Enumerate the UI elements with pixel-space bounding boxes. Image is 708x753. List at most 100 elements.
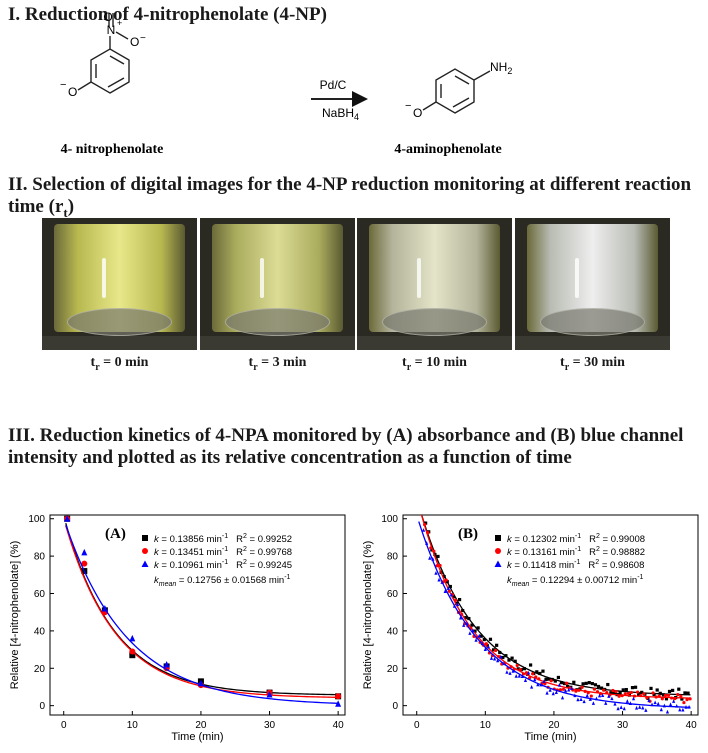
- data-point: [652, 692, 656, 697]
- data-point: [129, 648, 136, 655]
- data-point: [544, 677, 548, 681]
- data-point: [496, 658, 500, 663]
- data-point: [620, 694, 624, 698]
- data-point: [556, 675, 560, 680]
- x-tick-label: 30: [617, 720, 629, 731]
- x-axis-label: Time (min): [171, 731, 223, 743]
- reagent-pdc: Pd/C: [320, 78, 347, 92]
- nitro-minus: −: [140, 33, 146, 44]
- data-point: [631, 696, 636, 701]
- data-point: [505, 670, 509, 674]
- data-point: [479, 634, 483, 638]
- data-point: [335, 693, 342, 700]
- nitro-plus: +: [117, 18, 122, 28]
- data-point: [545, 690, 549, 695]
- data-point: [521, 672, 526, 676]
- data-point: [592, 687, 597, 691]
- plot-area: [418, 515, 692, 714]
- data-point: [494, 648, 498, 653]
- y-axis-label: Relative [4-nitrophenolate] (%): [9, 541, 21, 690]
- data-point: [511, 669, 515, 673]
- legend-marker-0: [495, 535, 501, 541]
- section-2-title: II. Selection of digital images for the …: [8, 174, 692, 220]
- data-point: [497, 654, 501, 659]
- data-point: [606, 682, 610, 687]
- y-tick-label: 80: [387, 552, 399, 563]
- data-point: [570, 686, 574, 691]
- data-point: [574, 689, 578, 693]
- data-point: [672, 699, 676, 703]
- data-point: [455, 602, 460, 607]
- legend-entry-1: k = 0.13161 min-1 R2 = 0.98882: [507, 546, 645, 558]
- y-tick-label: 40: [387, 626, 399, 637]
- data-point: [605, 691, 609, 695]
- reaction-photo-3: [515, 218, 670, 350]
- data-point: [633, 685, 638, 689]
- data-point: [590, 681, 594, 686]
- data-point: [425, 541, 429, 545]
- data-point: [612, 691, 616, 695]
- data-point: [651, 691, 655, 695]
- data-point: [163, 661, 170, 668]
- y-tick-label: 40: [34, 626, 46, 637]
- data-point: [684, 705, 688, 709]
- data-point: [518, 667, 522, 672]
- data-point: [530, 684, 534, 689]
- data-point: [683, 691, 687, 695]
- legend-marker-2: [494, 560, 502, 567]
- plot-area: [64, 515, 342, 707]
- data-point: [573, 693, 577, 698]
- data-point: [452, 604, 457, 608]
- data-point: [626, 691, 630, 696]
- data-point: [542, 679, 546, 684]
- data-point: [442, 575, 446, 579]
- data-point: [662, 703, 666, 708]
- data-point: [553, 679, 557, 683]
- fit-line-2: [418, 521, 691, 708]
- data-point: [595, 690, 600, 694]
- data-point: [628, 701, 633, 705]
- data-point: [678, 707, 682, 712]
- data-point: [438, 563, 442, 568]
- data-point: [509, 665, 513, 669]
- data-point: [667, 689, 672, 694]
- data-point: [617, 694, 621, 698]
- data-point: [636, 690, 640, 694]
- data-point: [649, 686, 653, 690]
- data-point: [449, 592, 453, 597]
- data-point: [623, 692, 627, 696]
- data-point: [197, 679, 204, 687]
- data-point: [611, 688, 615, 693]
- data-point: [448, 584, 452, 589]
- data-point: [563, 688, 568, 693]
- data-point: [429, 546, 433, 550]
- nitro-o-right: O: [130, 35, 139, 49]
- data-point: [614, 689, 618, 694]
- legend-marker-1: [142, 548, 148, 554]
- data-point: [613, 701, 617, 706]
- data-point: [498, 650, 502, 655]
- data-point: [566, 684, 570, 688]
- data-point: [632, 694, 637, 698]
- data-point: [462, 623, 466, 627]
- data-point: [622, 706, 626, 711]
- data-point: [679, 694, 683, 698]
- data-point: [645, 696, 649, 700]
- data-point: [444, 578, 448, 582]
- data-point: [537, 677, 541, 681]
- data-point: [515, 663, 519, 668]
- data-point: [647, 698, 651, 703]
- data-point: [551, 691, 555, 696]
- product-phenolate-o: O: [413, 106, 422, 120]
- y-tick-label: 60: [387, 589, 399, 600]
- data-point: [507, 658, 511, 662]
- data-point: [642, 692, 646, 696]
- x-tick-label: 40: [686, 720, 698, 731]
- data-point: [560, 695, 565, 700]
- data-point: [464, 616, 468, 620]
- data-point: [523, 678, 528, 683]
- data-point: [539, 682, 543, 687]
- y-tick-label: 60: [34, 589, 46, 600]
- data-point: [434, 571, 438, 575]
- data-point: [688, 697, 692, 701]
